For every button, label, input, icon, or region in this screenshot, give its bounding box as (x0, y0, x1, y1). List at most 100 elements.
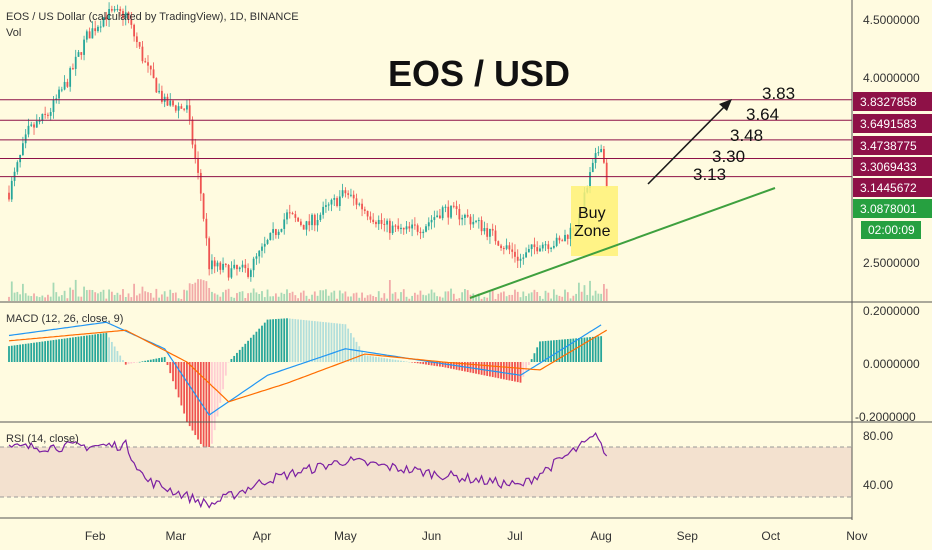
candle-body (600, 149, 603, 153)
time-tick-jun: Jun (422, 529, 441, 543)
macd-histogram-bar (316, 321, 319, 362)
macd-histogram-bar (294, 319, 297, 362)
target-arrow-line[interactable] (647, 102, 729, 185)
volume-bar (297, 298, 300, 301)
volume-bar (199, 279, 202, 301)
volume-bar (586, 294, 589, 301)
candle-body (344, 190, 347, 194)
macd-histogram-bar (483, 362, 486, 376)
candle-body (561, 240, 564, 242)
volume-bar (441, 297, 444, 301)
volume-bar (578, 282, 580, 301)
current-price-text: 3.0878001 (860, 202, 917, 216)
volume-bar (497, 293, 500, 301)
candle-body (380, 219, 383, 224)
support-trendline[interactable] (469, 187, 776, 299)
macd-histogram-bar (472, 362, 475, 374)
target-label-4: 3.30 (712, 147, 745, 166)
candle-body (224, 263, 227, 265)
candle-body (372, 219, 375, 222)
volume-bar (358, 297, 361, 301)
price-axis[interactable]: 4.5000000 4.0000000 2.5000000 0.2000000 … (855, 13, 920, 492)
macd-histogram-bar (13, 345, 16, 362)
candle-body (108, 9, 110, 20)
volume-bar (580, 291, 583, 301)
volume-bar (455, 298, 458, 301)
macd-tick-2: 0.0000000 (863, 357, 920, 371)
macd-histogram-bar (533, 353, 536, 362)
macd-histogram-bar (291, 318, 294, 362)
macd-histogram-bar (236, 352, 238, 362)
level-badge-5[interactable] (853, 178, 932, 197)
candle-body (41, 113, 44, 121)
macd-histogram-bar (272, 319, 274, 362)
volume-bar (600, 293, 603, 301)
macd-histogram-bar (58, 339, 60, 362)
candle-body (49, 112, 52, 116)
volume-bar (369, 294, 372, 301)
volume-bar (127, 293, 130, 301)
volume-bar (13, 292, 16, 301)
volume-bar (249, 292, 252, 301)
macd-histogram-bar (527, 362, 530, 365)
macd-histogram-bar (319, 321, 322, 362)
macd-histogram-bar (188, 362, 191, 427)
level-badges[interactable]: 3.8327858 3.6491583 3.4738775 3.3069433 … (853, 92, 932, 239)
volume-bar (88, 289, 91, 301)
macd-histogram-bar (502, 362, 505, 380)
level-badge-3[interactable] (853, 136, 932, 155)
candle-body (469, 216, 472, 225)
macd-histogram-bar (255, 331, 258, 362)
level-badge-4[interactable] (853, 157, 932, 176)
macd-histogram-bar (216, 362, 219, 417)
volume-bar (188, 283, 191, 301)
candle-body (177, 106, 180, 111)
buy-zone-line2: Zone (574, 223, 611, 240)
volume-bar (486, 297, 489, 301)
candle-body (480, 220, 483, 232)
candle-body (322, 206, 325, 215)
buy-zone-box[interactable] (571, 186, 618, 256)
volume-bar (394, 292, 397, 301)
volume-bar (41, 295, 44, 301)
volume-bar (363, 297, 366, 301)
macd-histogram-bar (261, 325, 263, 362)
candle-body (400, 227, 402, 230)
level-badge-1[interactable] (853, 92, 932, 111)
volume-bar (277, 296, 280, 301)
current-price-badge[interactable] (853, 199, 932, 218)
candle-body (436, 215, 439, 218)
macd-histogram-bar (333, 323, 336, 362)
volume-bar (216, 294, 219, 301)
candle-body (483, 228, 486, 232)
volume-layer (8, 279, 608, 301)
macd-histogram-bar (586, 337, 589, 362)
volume-bar (450, 288, 452, 301)
candle-body (419, 231, 422, 234)
macd-histogram-bar (425, 362, 427, 365)
volume-bar (483, 296, 486, 301)
volume-bar (514, 289, 516, 301)
volume-bar (330, 292, 333, 301)
volume-bar (316, 295, 319, 301)
target-label-3: 3.48 (730, 126, 763, 145)
macd-histogram-bar (205, 362, 208, 453)
candle-body (130, 19, 133, 25)
volume-bar (74, 279, 77, 301)
macd-histogram-bar (161, 357, 163, 362)
macd-histogram-bar (552, 340, 555, 362)
time-tick-may: May (334, 529, 357, 543)
macd-histogram-bar (33, 342, 35, 362)
level-badge-2[interactable] (853, 114, 932, 133)
volume-bar (233, 297, 236, 301)
candle-body (589, 172, 591, 188)
candle-body (261, 246, 263, 251)
macd-histogram-bar (149, 359, 152, 362)
level-badge-2-text: 3.6491583 (860, 117, 917, 131)
countdown-badge[interactable] (861, 221, 921, 239)
macd-histogram-bar (177, 362, 180, 398)
candle-body (258, 250, 261, 257)
candle-body (527, 249, 530, 253)
candle-body (591, 162, 594, 173)
volume-bar (266, 289, 269, 301)
